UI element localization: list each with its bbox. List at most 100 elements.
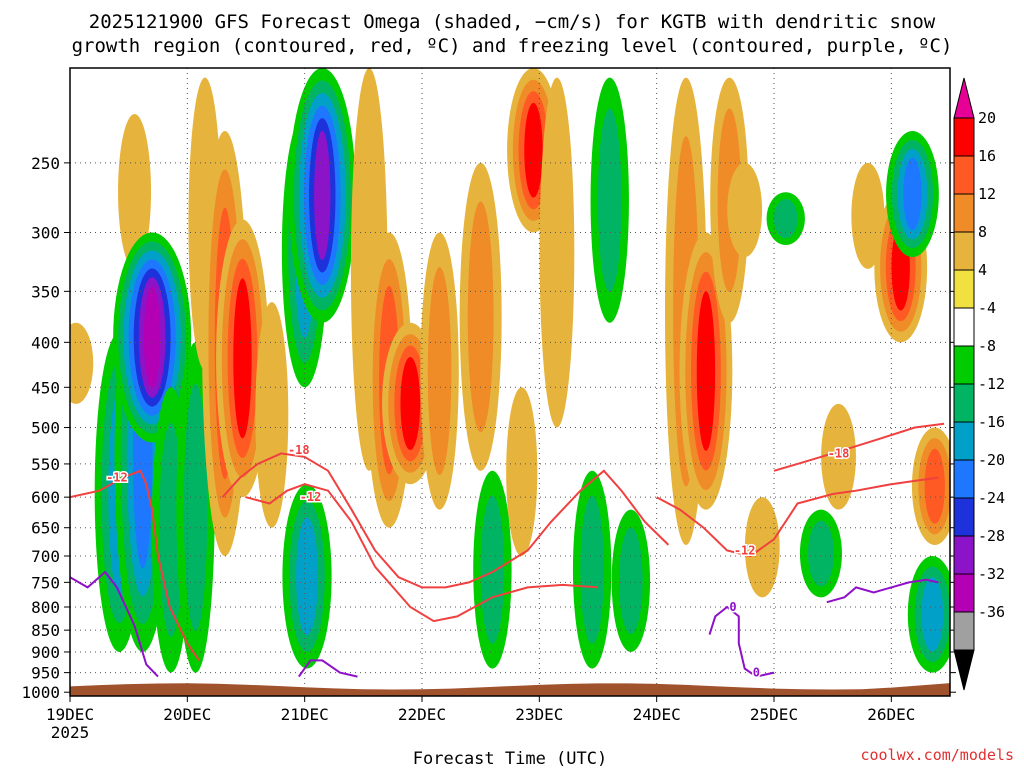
temperature-contours: -12 -12 -12 -18 -18 0 0 <box>70 422 945 694</box>
freezing-contour-line <box>297 659 358 678</box>
colorbar-swatch <box>953 611 975 651</box>
omega-band <box>539 77 575 428</box>
omega-band <box>480 495 505 644</box>
colorbar-swatch <box>953 117 975 157</box>
chart-title-line-2: growth region (contoured, red, ºC) and f… <box>72 35 953 57</box>
omega-band <box>70 322 94 404</box>
x-tick-label: 19DEC <box>46 705 94 724</box>
colorbar-top-arrow <box>953 77 975 119</box>
dgz-contour-label: -18 <box>828 446 850 460</box>
omega-band <box>427 267 452 476</box>
colorbar-label: -4 <box>978 299 996 317</box>
dgz-contour-label: -12 <box>734 544 756 558</box>
freezing-contour-line <box>70 570 159 678</box>
omega-feature <box>459 162 502 471</box>
terrain-ground <box>70 683 950 696</box>
x-tick-label: 21DEC <box>281 705 329 724</box>
x-tick-label: 25DEC <box>750 705 798 724</box>
colorbar-label: -32 <box>978 565 1005 583</box>
y-tick-label: 850 <box>31 621 60 640</box>
colorbar-label: -36 <box>978 603 1005 621</box>
terrain-shape <box>70 683 950 696</box>
omega-band <box>808 520 834 587</box>
colorbar-swatch <box>953 421 975 461</box>
colorbar-swatch <box>953 307 975 347</box>
dgz-contour-line <box>245 483 599 623</box>
dgz-contour-line <box>773 422 945 472</box>
dgz-contour-line <box>221 452 670 589</box>
y-tick-label: 400 <box>31 333 60 352</box>
freezing-contour-line <box>826 578 939 604</box>
colorbar-label: -8 <box>978 337 996 355</box>
omega-feature <box>821 403 856 510</box>
omega-feature <box>288 68 356 323</box>
y-tick-label: 650 <box>31 519 60 538</box>
freezing-contour-label: 0 <box>753 666 760 680</box>
omega-feature <box>727 162 763 258</box>
omega-band <box>400 356 421 450</box>
y-tick-label: 550 <box>31 455 60 474</box>
x-tick-sublabel: 2025 <box>51 723 90 742</box>
omega-band <box>233 278 252 439</box>
omega-feature <box>611 509 651 652</box>
y-tick-label: 700 <box>31 547 60 566</box>
y-tick-label: 300 <box>31 223 60 242</box>
colorbar-label: -20 <box>978 451 1005 469</box>
omega-band <box>183 383 208 632</box>
omega-feature <box>255 302 289 528</box>
y-tick-label: 500 <box>31 419 60 438</box>
x-tick-label: 26DEC <box>867 705 915 724</box>
colorbar-swatch <box>953 573 975 613</box>
omega-band <box>924 448 945 524</box>
colorbar-legend: 20 16 12 8 4 -4 -8 -12 -16 -20 -24 -28 -32 -36 <box>953 77 1005 691</box>
colorbar-swatch <box>953 193 975 233</box>
omega-feature <box>282 484 332 669</box>
x-tick-label: 22DEC <box>398 705 446 724</box>
colorbar-swatch <box>953 535 975 575</box>
dgz-contour-label: -18 <box>288 443 310 457</box>
colorbar-label: -24 <box>978 489 1005 507</box>
omega-feature <box>572 470 612 669</box>
colorbar-label: 4 <box>978 261 987 279</box>
colorbar-bottom-arrow <box>953 649 975 691</box>
omega-feature <box>766 192 805 246</box>
omega-band <box>143 286 161 389</box>
omega-band <box>314 130 331 261</box>
omega-band <box>580 495 604 644</box>
y-tick-label: 1000 <box>21 683 60 702</box>
colorbar-label: 12 <box>978 185 996 203</box>
omega-band <box>903 157 922 231</box>
omega-feature <box>70 322 94 404</box>
omega-feature <box>420 232 459 510</box>
omega-band <box>524 102 543 198</box>
y-tick-label: 900 <box>31 643 60 662</box>
omega-band <box>597 108 622 293</box>
colorbar-label: -12 <box>978 375 1005 393</box>
omega-band <box>506 387 538 557</box>
freezing-contour-line <box>708 605 775 678</box>
omega-band <box>255 302 289 528</box>
omega-feature <box>506 387 538 557</box>
colorbar-swatch <box>953 459 975 499</box>
colorbar-swatch <box>953 497 975 537</box>
y-axis: 250 300 350 400 450 500 550 600 650 700 750 800 850 9… <box>21 154 956 702</box>
omega-feature <box>473 470 512 669</box>
omega-band <box>619 527 643 635</box>
x-tick-label: 24DEC <box>633 705 681 724</box>
y-tick-label: 600 <box>31 488 60 507</box>
omega-shading <box>70 68 950 673</box>
y-tick-label: 950 <box>31 664 60 683</box>
omega-feature <box>118 114 152 269</box>
omega-band <box>296 517 318 636</box>
omega-feature <box>799 509 842 598</box>
dgz-contour-label: -12 <box>106 471 128 485</box>
omega-feature <box>911 427 950 545</box>
omega-feature <box>886 131 939 258</box>
colorbar-swatch <box>953 383 975 423</box>
x-tick-label: 20DEC <box>163 705 211 724</box>
dgz-contour-label: -12 <box>300 490 322 504</box>
omega-band <box>118 114 152 269</box>
x-axis-title: Forecast Time (UTC) <box>413 749 607 768</box>
